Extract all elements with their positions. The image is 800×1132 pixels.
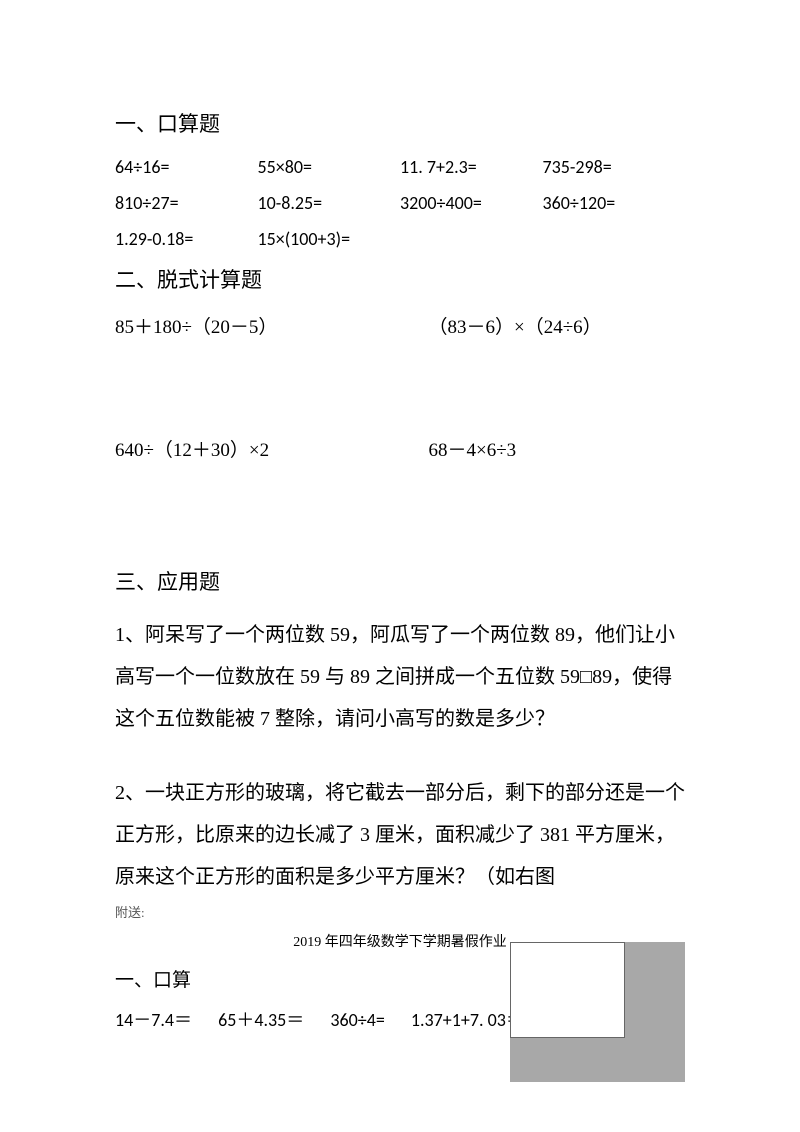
calc-cell: 810÷27= [115, 192, 258, 214]
calc-cell: 64÷16= [115, 156, 258, 178]
expr-cell: 68－4×6÷3 [429, 435, 686, 462]
calc-cell: 10-8.25= [258, 192, 401, 214]
calc-row-1: 64÷16= 55×80= 11. 7+2.3= 735-298= [115, 156, 685, 178]
calc-cell [400, 228, 543, 250]
section3-title: 三、应用题 [115, 566, 685, 596]
calc-row-3: 1.29-0.18= 15×(100+3)= [115, 228, 685, 250]
calc-cell: 1.29-0.18= [115, 228, 258, 250]
section2-title: 二、脱式计算题 [115, 264, 685, 294]
square-diagram [510, 942, 685, 1082]
expr-row-2: 640÷（12＋30）×2 68－4×6÷3 [115, 435, 685, 462]
calc-cell: 360÷120= [543, 192, 686, 214]
calc-cell [543, 228, 686, 250]
calc-row-2: 810÷27= 10-8.25= 3200÷400= 360÷120= [115, 192, 685, 214]
expr-cell: 640÷（12＋30）×2 [115, 435, 429, 462]
calc-cell: 1.37+1+7. 03＝ [411, 1009, 524, 1031]
footer-note: 附送: [115, 902, 685, 921]
diagram-inner-square [510, 942, 625, 1038]
section1-title: 一、口算题 [115, 108, 685, 138]
calc-cell: 14－7.4＝ [115, 1009, 192, 1031]
calc-cell: 15×(100+3)= [258, 228, 401, 250]
calc-cell: 360÷4= [330, 1009, 384, 1031]
calc-cell: 11. 7+2.3= [400, 156, 543, 178]
calc-cell: 55×80= [258, 156, 401, 178]
calc-cell: 3200÷400= [400, 192, 543, 214]
calc-cell: 735-298= [543, 156, 686, 178]
expr-row-1: 85＋180÷（20－5） （83－6）×（24÷6） [115, 312, 685, 339]
expr-cell: （83－6）×（24÷6） [429, 312, 686, 339]
expr-cell: 85＋180÷（20－5） [115, 312, 429, 339]
problem-2: 2、一块正方形的玻璃，将它截去一部分后，剩下的部分还是一个正方形，比原来的边长减… [115, 772, 685, 898]
calc-cell: 65＋4.35＝ [218, 1009, 304, 1031]
problem-1: 1、阿呆写了一个两位数 59，阿瓜写了一个两位数 89，他们让小高写一个一位数放… [115, 614, 685, 740]
